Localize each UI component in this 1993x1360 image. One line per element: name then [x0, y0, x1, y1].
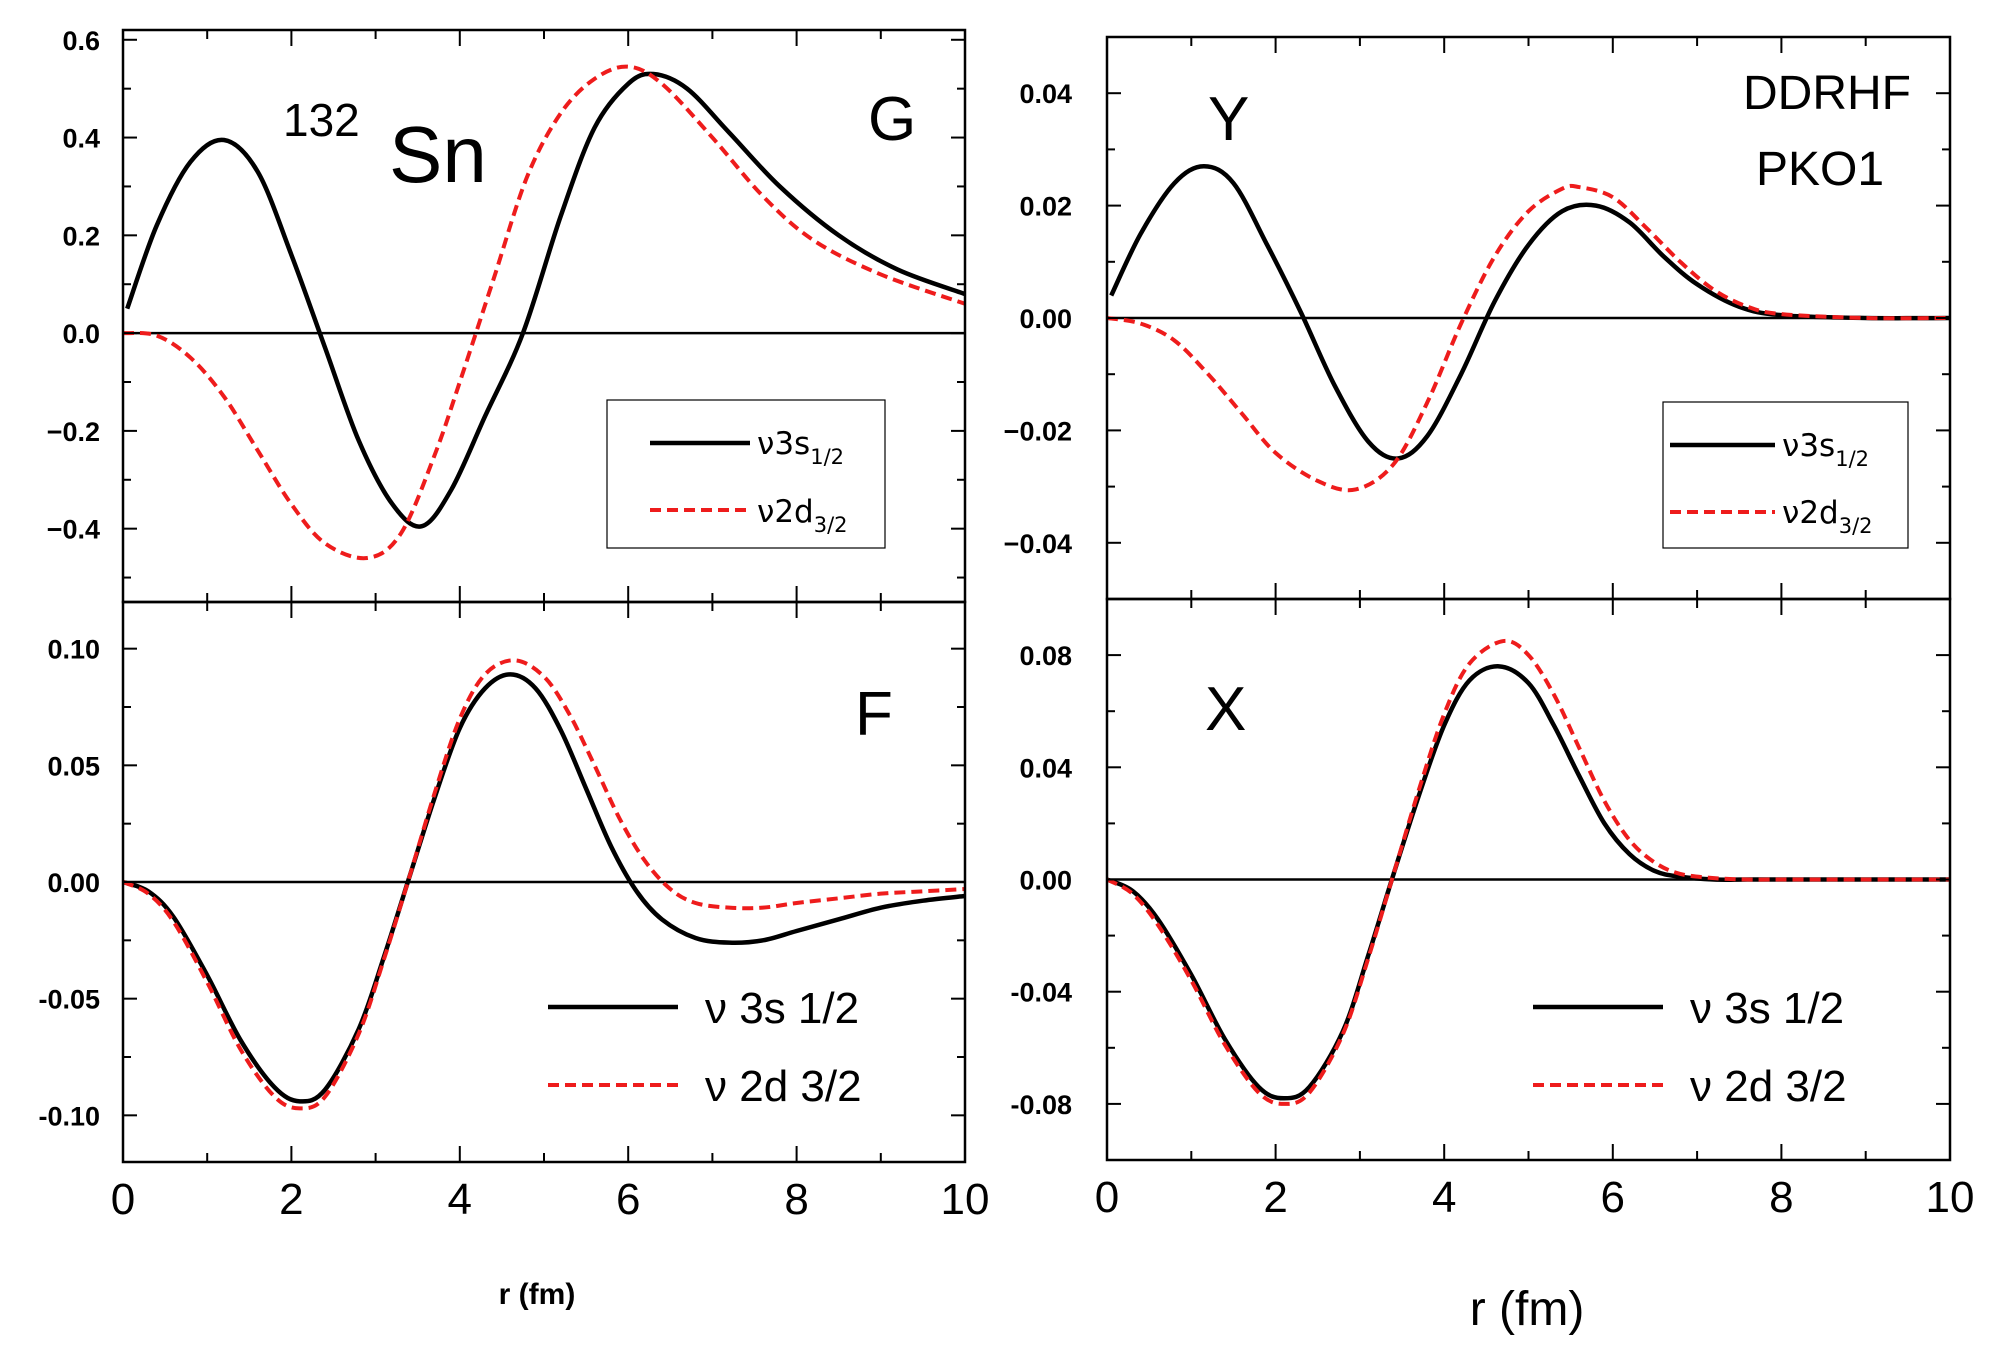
panel-g-series-3s-line — [125, 71, 965, 529]
panel-x-series-2d-line — [1107, 638, 1950, 1106]
panel-y-ytick-label: −0.04 — [1004, 529, 1072, 559]
panel-f-xtick-label: 10 — [941, 1175, 990, 1224]
panel-f-chart: -0.10 -0.05 0.00 0.05 0.10 0 2 4 6 8 10 F — [38, 600, 990, 1224]
panel-g-ytick-label: 0.6 — [62, 26, 100, 56]
panel-x-xtick-label: 10 — [1926, 1173, 1975, 1222]
legend-y-dashed-label: ν2d3/2 — [1782, 495, 1873, 538]
legend-g: ν3s1/2 ν2d3/2 — [606, 399, 886, 549]
panel-x-ytick-label: -0.08 — [1010, 1090, 1072, 1120]
panel-x-ytick-label: 0.08 — [1019, 641, 1072, 671]
legend-x-dashed-label: ν 2d 3/2 — [1690, 1062, 1847, 1111]
panel-y-label: Y — [1208, 85, 1249, 154]
panel-f-xtick-label: 6 — [616, 1175, 640, 1224]
panel-g-ytick-label: −0.2 — [47, 417, 100, 447]
panel-g-ytick-label: 0.4 — [62, 124, 100, 154]
panel-x-xtick-label: 8 — [1769, 1173, 1793, 1222]
panel-f-xtick-label: 0 — [111, 1175, 135, 1224]
nucleus-symbol-label: Sn — [389, 110, 487, 199]
legend-f-dashed-label: ν 2d 3/2 — [705, 1062, 862, 1111]
legend-g-dashed-label: ν2d3/2 — [757, 494, 848, 537]
x-axis-title-left: r (fm) — [499, 1278, 576, 1311]
panel-y-ytick-label: 0.00 — [1019, 304, 1072, 334]
legend-g-solid-label: ν3s1/2 — [757, 426, 844, 469]
panel-y-series-3s-line — [1109, 164, 1950, 461]
panel-f-xtick-label: 8 — [784, 1175, 808, 1224]
method-label-line2: PKO1 — [1756, 143, 1884, 196]
panel-x-ytick-label: 0.00 — [1019, 866, 1072, 896]
panel-f-xtick-label: 2 — [279, 1175, 303, 1224]
method-label-line1: DDRHF — [1743, 67, 1911, 120]
panel-f-ytick-label: -0.05 — [38, 985, 100, 1015]
panel-f-series-3s-line — [123, 672, 965, 1104]
panel-y-ytick-label: 0.02 — [1019, 192, 1072, 222]
panel-y-ytick-label: −0.02 — [1004, 416, 1072, 446]
panel-f-ytick-label: 0.00 — [47, 868, 100, 898]
panel-g-label: G — [868, 85, 916, 154]
panel-x-xtick-label: 0 — [1095, 1173, 1119, 1222]
panel-x-label: X — [1205, 675, 1246, 744]
legend-f: ν 3s 1/2 ν 2d 3/2 — [548, 984, 862, 1111]
panel-x-ytick-label: -0.04 — [1010, 978, 1072, 1008]
panel-g-ytick-label: 0.2 — [62, 221, 100, 251]
legend-f-solid-label: ν 3s 1/2 — [705, 984, 859, 1033]
legend-y-solid-label: ν3s1/2 — [1782, 428, 1869, 471]
panel-y-ytick-label: 0.04 — [1019, 79, 1072, 109]
panel-x-xtick-label: 6 — [1601, 1173, 1625, 1222]
panel-f-ytick-label: 0.10 — [47, 635, 100, 665]
panel-g-chart: −0.4 −0.2 0.0 0.2 0.4 0.6 G — [47, 26, 967, 604]
panel-x-xtick-label: 2 — [1263, 1173, 1287, 1222]
panel-f-ytick-label: 0.05 — [47, 751, 100, 781]
x-axis-title-right: r (fm) — [1470, 1283, 1585, 1336]
legend-x-solid-label: ν 3s 1/2 — [1690, 984, 1844, 1033]
legend-x: ν 3s 1/2 ν 2d 3/2 — [1533, 984, 1847, 1111]
nucleus-mass-label: 132 — [283, 94, 360, 146]
panel-x-ytick-label: 0.04 — [1019, 753, 1072, 783]
panel-x-xtick-label: 4 — [1432, 1173, 1456, 1222]
panel-g-ytick-label: 0.0 — [62, 319, 100, 349]
panel-f-xtick-label: 4 — [448, 1175, 472, 1224]
panel-f-series-2d-line — [123, 658, 965, 1111]
panel-f-label: F — [855, 680, 893, 749]
panel-g-ytick-label: −0.4 — [47, 515, 100, 545]
panel-f-ytick-label: -0.10 — [38, 1101, 100, 1131]
legend-y: ν3s1/2 ν2d3/2 — [1662, 401, 1909, 549]
panel-x-chart: -0.08 -0.04 0.00 0.04 0.08 0 2 4 6 8 10 X — [1010, 597, 1975, 1222]
panel-y-series-2d-line — [1107, 183, 1950, 493]
panel-g-series-2d-line — [123, 64, 965, 561]
